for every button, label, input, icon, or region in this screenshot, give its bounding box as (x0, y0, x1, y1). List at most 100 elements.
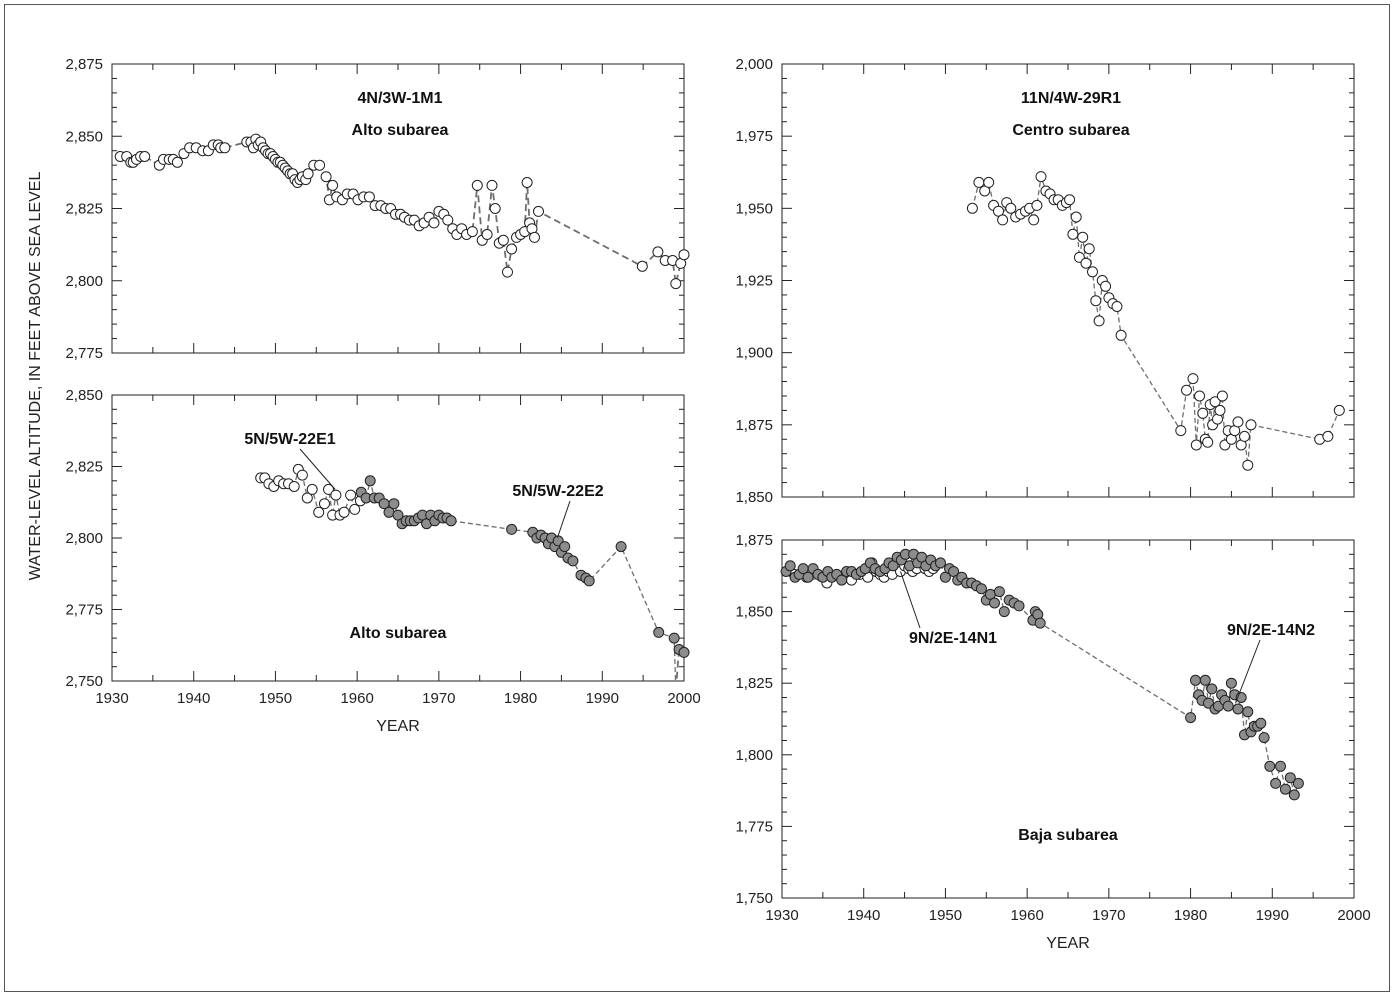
data-point (1077, 231, 1089, 243)
data-point (583, 575, 595, 587)
panel-label: Centro subarea (1012, 122, 1129, 139)
data-point (486, 179, 498, 191)
plot-frame (781, 539, 1355, 899)
data-point (302, 168, 314, 180)
y-tick-label: 1,800 (735, 747, 773, 764)
data-point (428, 217, 440, 229)
x-tick-label: 1940 (847, 907, 880, 924)
data-point (219, 142, 231, 154)
data-point (1270, 777, 1282, 789)
x-tick-label: 1930 (95, 690, 128, 707)
panel-label: 11N/4W-29R1 (1021, 90, 1121, 107)
data-point (388, 498, 400, 510)
chart-panel-alto_4n: 2,775 2,800 2,825 2,850 2,875 4N/3W-1M1 Alto s… (65, 56, 690, 362)
data-point (296, 469, 308, 481)
x-tick-label: 1980 (504, 690, 537, 707)
data-point (1214, 404, 1226, 416)
x-tick-label: 1930 (765, 907, 798, 924)
data-point (1175, 425, 1187, 437)
data-point (1190, 674, 1201, 686)
data-point (489, 203, 501, 214)
data-point (313, 506, 325, 518)
data-point (678, 646, 690, 658)
data-point (306, 483, 318, 495)
y-axis-title: WATER-LEVEL ALTITUDE, IN FEET ABOVE SEA … (27, 172, 44, 581)
x-tick-label: 1960 (340, 690, 373, 707)
data-point (1031, 199, 1043, 211)
data-point (288, 481, 300, 492)
data-point (1194, 390, 1206, 402)
data-point (1232, 416, 1244, 428)
data-point (1028, 214, 1040, 226)
data-point (1111, 301, 1123, 312)
data-point (320, 171, 332, 183)
chart-panel-baja: 1930 1940 1950 1960 1970 1980 1990 2000 YEAR 1,75… (735, 532, 1370, 952)
data-point (836, 574, 848, 586)
x-tick-label: 1950 (259, 690, 292, 707)
data-point (784, 560, 796, 572)
data-point (678, 249, 690, 261)
data-point (668, 632, 680, 644)
y-tick-label: 2,800 (65, 273, 103, 290)
y-tick-label: 1,875 (735, 417, 773, 434)
y-tick-label: 1,825 (735, 675, 773, 692)
x-tick-label: 1940 (177, 690, 210, 707)
data-point (1264, 760, 1276, 772)
data-point (327, 179, 339, 191)
plot-frame (111, 63, 685, 354)
y-tick-label: 1,975 (735, 128, 773, 145)
data-point (1181, 384, 1192, 396)
x-tick-label: 1960 (1010, 907, 1043, 924)
data-point (1199, 674, 1211, 686)
data-point (1064, 194, 1076, 206)
x-tick-label: 1970 (1092, 907, 1125, 924)
y-tick-label: 2,875 (65, 56, 103, 73)
data-point (1333, 404, 1345, 416)
data-point (1202, 436, 1214, 448)
data-point (670, 278, 682, 290)
data-point (1288, 789, 1300, 801)
data-point (442, 214, 454, 226)
data-point (1255, 717, 1267, 729)
data-point (1100, 280, 1112, 292)
series-line (533, 210, 685, 284)
data-point (506, 243, 518, 255)
data-point (139, 151, 151, 162)
figure-frame (4, 4, 1390, 992)
x-tick-label: 2000 (1337, 907, 1370, 924)
data-point (567, 555, 579, 567)
callout-label: 9N/2E-14N2 (1227, 622, 1315, 639)
data-point (533, 205, 544, 217)
data-point (559, 541, 571, 553)
data-point (1232, 703, 1244, 715)
y-tick-label: 1,875 (735, 532, 773, 549)
data-layer (780, 548, 1304, 801)
data-point (1225, 677, 1237, 689)
data-point (652, 246, 664, 258)
data-point (993, 586, 1005, 598)
data-point (1070, 211, 1082, 223)
data-point (802, 571, 814, 583)
data-point (997, 214, 1009, 226)
data-point (1239, 430, 1250, 442)
data-point (1005, 202, 1017, 214)
data-point (1322, 430, 1334, 442)
data-point (966, 202, 978, 214)
panel-label: 4N/3W-1M1 (357, 90, 442, 107)
data-point (319, 498, 330, 510)
data-point (1242, 459, 1254, 471)
data-point (1190, 439, 1202, 451)
data-point (615, 541, 627, 553)
data-point (653, 626, 665, 638)
callout-label: 5N/5W-22E1 (244, 431, 335, 448)
data-point (1222, 700, 1234, 712)
data-point (1275, 760, 1286, 772)
data-point (481, 229, 493, 240)
series-line (785, 552, 1300, 798)
data-point (301, 492, 313, 504)
data-point (506, 523, 518, 535)
data-point (993, 205, 1004, 217)
panel-label: Alto subarea (352, 122, 449, 139)
data-point (1087, 266, 1098, 278)
data-point (529, 231, 540, 243)
